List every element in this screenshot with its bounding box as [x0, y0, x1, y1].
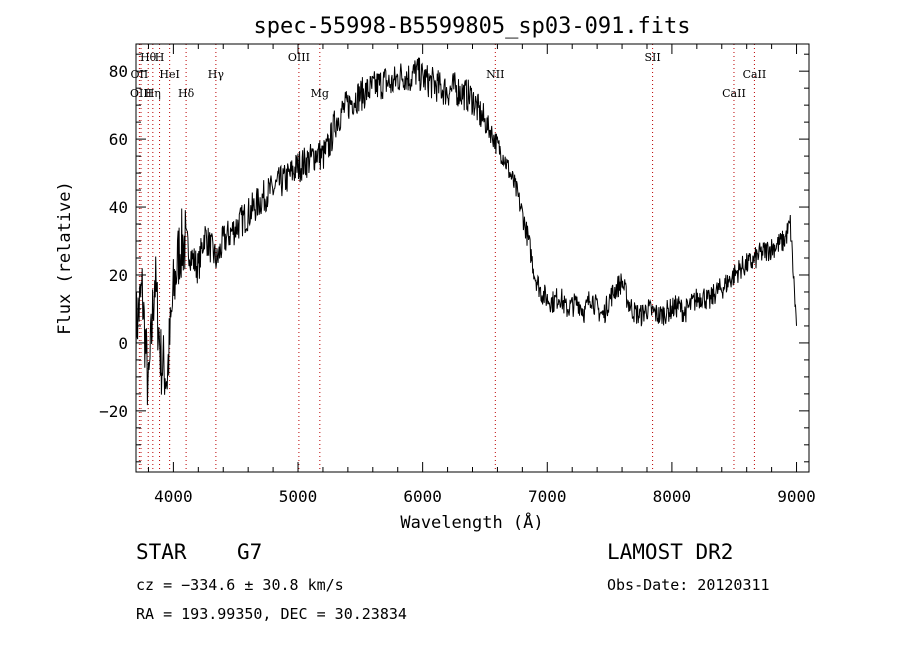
coordinates: RA = 193.99350, DEC = 30.23834	[136, 605, 407, 623]
x-axis-ticks: 4000 5000 6000 7000 8000 9000	[147, 44, 816, 506]
chart-title: spec-55998-B5599805_sp03-091.fits	[253, 14, 690, 39]
spectral-line-label: OIII	[130, 87, 152, 100]
spectral-line-label: CaII	[743, 68, 767, 81]
y-tick-label: 60	[109, 130, 128, 149]
x-tick-label: 8000	[653, 487, 692, 506]
y-tick-label: −20	[99, 402, 128, 421]
spectral-line-label: Hγ	[208, 68, 225, 81]
spectral-line-label: Hη	[145, 87, 161, 100]
spectral-line-label: OII	[131, 68, 149, 81]
spectral-line-label: Hδ	[178, 87, 195, 100]
spectrum-series-line	[135, 57, 797, 406]
x-axis-label: Wavelength (Å)	[400, 511, 543, 533]
survey-name: LAMOST DR2	[607, 540, 734, 564]
spectral-line-label: HeI	[159, 68, 179, 81]
spectral-line-label: H	[155, 51, 165, 64]
y-tick-label: 40	[109, 198, 128, 217]
object-class: STAR	[136, 540, 187, 564]
spectral-line-label: Hθ	[140, 51, 157, 64]
spectral-line-markers	[138, 44, 755, 472]
spectral-line-label: Mg	[311, 87, 329, 100]
y-axis-ticks: −20 0 20 40 60 80	[99, 53, 809, 463]
spectral-line-label: NII	[486, 68, 504, 81]
y-tick-label: 0	[118, 334, 128, 353]
redshift-velocity: cz = −334.6 ± 30.8 km/s	[136, 576, 344, 594]
y-tick-label: 80	[109, 62, 128, 81]
observation-date: Obs-Date: 20120311	[607, 576, 770, 594]
x-tick-label: 7000	[528, 487, 567, 506]
y-tick-label: 20	[109, 266, 128, 285]
x-tick-label: 9000	[777, 487, 816, 506]
spectrum-chart: spec-55998-B5599805_sp03-091.fits HθH OII…	[55, 14, 816, 533]
x-tick-label: 5000	[279, 487, 318, 506]
spectral-line-label: OIII	[288, 51, 310, 64]
x-tick-label: 4000	[154, 487, 193, 506]
x-tick-label: 6000	[403, 487, 442, 506]
y-axis-label: Flux (relative)	[55, 181, 75, 335]
object-subclass: G7	[237, 540, 263, 564]
spectral-line-label: CaII	[722, 87, 746, 100]
spectral-line-label: SII	[644, 51, 660, 64]
